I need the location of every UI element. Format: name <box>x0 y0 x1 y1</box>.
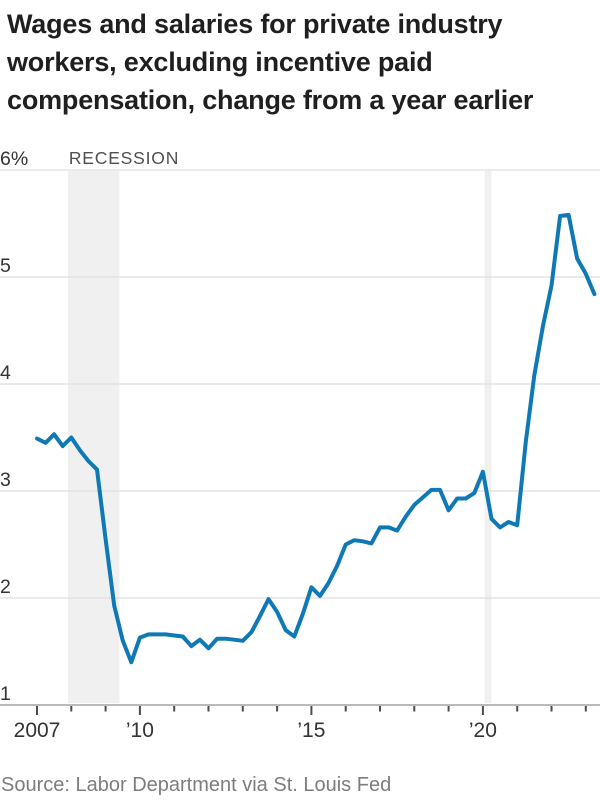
x-axis-label: ’10 <box>126 719 154 742</box>
y-axis-label: 3 <box>0 469 11 491</box>
recession-band <box>484 171 492 703</box>
y-axis-label: 6% <box>0 148 28 170</box>
y-axis-label: 2 <box>0 576 11 598</box>
recession-annotation: RECESSION <box>69 148 179 168</box>
chart-title-line-3: compensation, change from a year earlier <box>7 85 534 115</box>
chart-title-line-1: Wages and salaries for private industry <box>7 9 503 39</box>
y-axis-label: 4 <box>0 362 11 384</box>
x-axis-label: 2007 <box>14 719 61 742</box>
source-note: Source: Labor Department via St. Louis F… <box>1 774 392 796</box>
x-axis-label: ’20 <box>469 719 497 742</box>
x-axis-label: ’15 <box>297 719 325 742</box>
recession-band <box>67 171 120 703</box>
chart-title: Wages and salaries for private industry … <box>7 5 567 119</box>
wage-growth-line <box>35 212 597 665</box>
chart-title-line-2: workers, excluding incentive paid <box>7 47 433 77</box>
line-chart-canvas: 6% 5 4 3 2 1 RECESSION 2007 ’10 ’15 ’20 <box>0 148 600 742</box>
y-axis-label: 5 <box>0 255 11 277</box>
y-axis-label: 1 <box>0 683 11 705</box>
